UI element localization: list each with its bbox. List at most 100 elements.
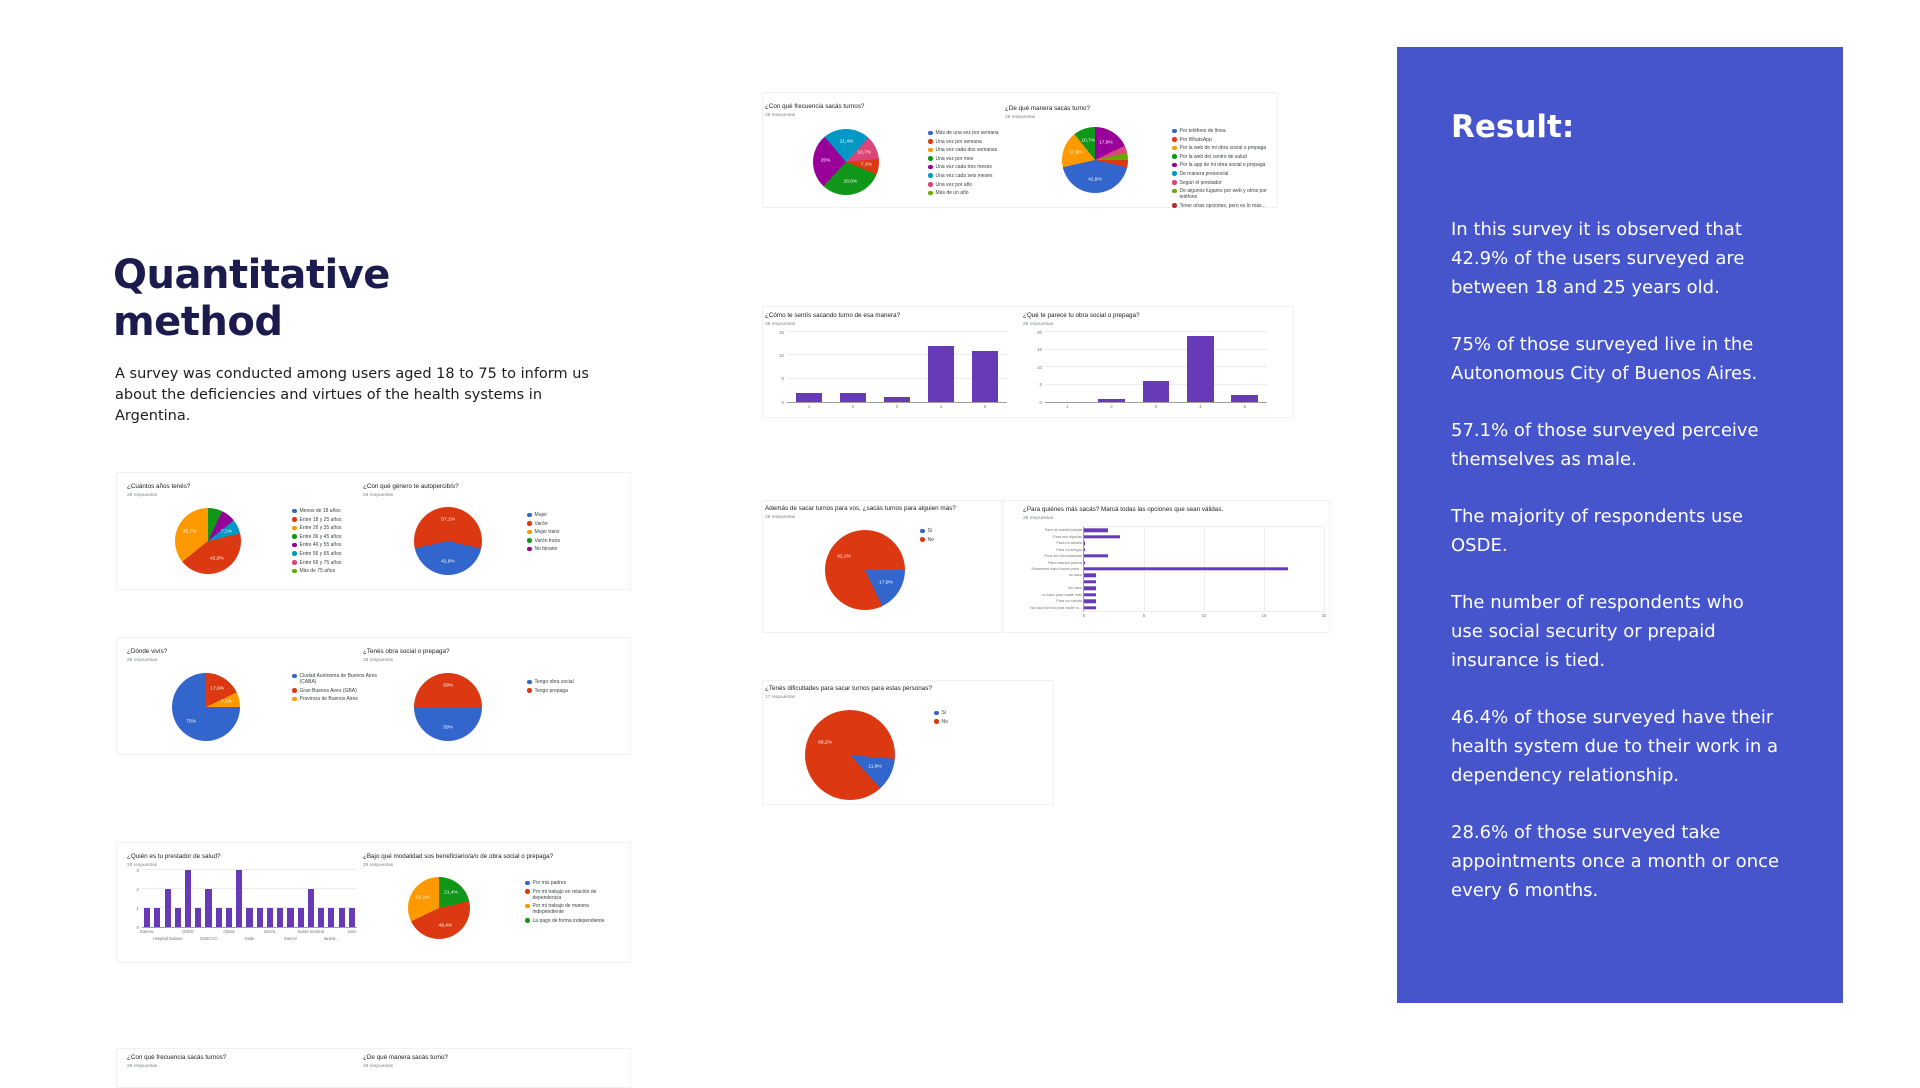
result-title: Result:	[1451, 109, 1575, 145]
y-axis-tick: 0	[1039, 399, 1042, 405]
chart-title: ¿Cómo te sentís sacando turno de esa man…	[765, 312, 901, 319]
legend-label: Por la web del centro de salud	[1179, 153, 1247, 160]
legend-item: Entre 46 y 55 años	[292, 542, 354, 548]
pie-slice-label: 42,9%	[1088, 177, 1102, 183]
legend-label: Por mi trabajo en relación de dependenci…	[532, 888, 597, 901]
legend-dot-icon	[934, 719, 939, 724]
legend-label: Varón	[534, 520, 548, 527]
bar	[883, 397, 911, 402]
legend-label: Por mis padres	[532, 880, 567, 886]
chart-screenshot-row3	[116, 842, 631, 963]
chart-legend: Tengo obra social Tengo prepaga	[527, 679, 597, 696]
gridline	[787, 377, 1007, 379]
legend-dot-icon	[292, 551, 297, 556]
legend-item: Por mi trabajo en relación de dependenci…	[525, 889, 617, 901]
chart-responses-count: 28 respuestas	[765, 322, 796, 327]
legend-dot-icon	[292, 560, 297, 565]
pie-slice-label: 28,6%	[843, 179, 858, 185]
legend-dot-icon	[292, 673, 297, 678]
legend-item: Por mi trabajo de manera independiente	[525, 903, 617, 915]
legend-dot-icon	[292, 534, 297, 539]
chart-responses-count: 28 respuestas	[363, 1064, 394, 1069]
pie-chart: 11,8% 88,2%	[805, 710, 895, 800]
bar	[927, 346, 955, 402]
chart-legend: Menos de 18 años Entre 18 y 25 años Entre …	[292, 508, 354, 577]
legend-label: Entre 56 y 65 años	[299, 550, 342, 557]
x-axis-tick: 4	[1199, 404, 1202, 409]
chart-title: ¿Para quiénes más sacás? Marcá todas las…	[1023, 506, 1224, 513]
pie-slice-label: 7,1%	[221, 699, 233, 705]
legend-dot-icon	[292, 568, 297, 574]
chart-responses-count: 28 respuestas	[127, 493, 158, 498]
chart-title: ¿Con qué género te autopercibís?	[363, 483, 459, 490]
legend-label: Tengo obra social	[534, 679, 574, 685]
legend-label: Una vez cada seis meses	[935, 172, 993, 179]
pie-slice-label: 75%	[186, 719, 196, 725]
page-title: Quantitative method	[113, 252, 390, 346]
chart-responses-count: 28 respuestas	[363, 863, 394, 868]
x-axis-tick: 10	[1201, 613, 1207, 618]
chart-responses-count: 28 respuestas	[765, 515, 796, 520]
x-axis-tick: tarjeta...	[323, 936, 339, 941]
x-axis-tick: 3	[895, 404, 899, 409]
y-axis-tick: 10	[779, 352, 784, 358]
bar-plot-area: 0 1 2 3 Galeno, OSDE Obras Omint, Swiss medical v…	[137, 868, 357, 941]
category-label: Para relación pasiva	[1047, 560, 1082, 565]
legend-item: Por la web de mi obra social o prepaga	[1172, 145, 1268, 151]
legend-item: Por la web del centro de salud	[1172, 154, 1268, 160]
bar	[205, 889, 212, 927]
y-axis-tick: 10	[1037, 364, 1042, 370]
category-label: Para mis hijos/as	[1053, 534, 1082, 539]
chart-responses-count: 28 respuestas	[1005, 115, 1036, 120]
chart-screenshot-mid-hbar	[1003, 500, 1330, 633]
y-axis-tick: 1	[136, 905, 139, 911]
bar	[1098, 398, 1125, 402]
legend-dot-icon	[527, 688, 532, 693]
chart-legend: Sí No	[934, 710, 954, 727]
legend-label: Tengo prepaga	[534, 687, 568, 694]
chart-responses-count: 17 respuestas	[765, 695, 796, 700]
chart-title: ¿Con qué frecuencia sacás turnos?	[127, 1054, 227, 1061]
legend-dot-icon	[525, 880, 530, 885]
legend-dot-icon	[527, 529, 532, 535]
bar	[246, 908, 253, 927]
legend-item: Una vez por semana	[928, 139, 1000, 145]
legend-item: Una vez cada dos semanas	[928, 147, 1000, 153]
legend-label: Por WhatsApp	[1179, 136, 1212, 143]
bar	[307, 889, 314, 927]
chart-title: ¿Cuántos años tenés?	[127, 483, 191, 490]
y-axis-tick: 15	[1037, 347, 1042, 352]
category-label: Para mi marido/pareja	[1044, 528, 1082, 533]
pie-slice-label: 46,4%	[438, 923, 453, 929]
legend-item: Una vez cada seis meses	[928, 173, 1000, 179]
legend-item: Por mis padres	[525, 880, 617, 886]
legend-item: La pago de forma independiente	[525, 918, 617, 924]
legend-label: Más de una vez por semana	[935, 130, 999, 136]
pie-slice-label: 7,1%	[220, 529, 232, 535]
bar	[1142, 381, 1170, 402]
legend-dot-icon	[1172, 145, 1177, 151]
pie-slice-label: 82,1%	[837, 554, 851, 560]
result-paragraph: 57.1% of those surveyed perceive themsel…	[1451, 420, 1759, 470]
legend-label: Varón trans	[534, 537, 560, 544]
legend-item: Entre 26 y 35 años	[292, 525, 354, 531]
legend-dot-icon	[1172, 203, 1177, 208]
legend-dot-icon	[1172, 180, 1177, 185]
legend-label: Por teléfono de línea	[1179, 128, 1226, 134]
legend-dot-icon	[292, 517, 297, 522]
legend-item: Mujer trans	[527, 529, 587, 535]
legend-item: De manera presencial	[1172, 171, 1268, 177]
legend-dot-icon	[928, 190, 933, 196]
gridline	[142, 888, 357, 890]
bar	[338, 908, 345, 927]
category-label: No saco turnos para nadie m...	[1030, 605, 1082, 610]
bar	[839, 392, 867, 402]
category-label: Solamente saco turnos para...	[1031, 567, 1082, 571]
chart-legend: Sí No	[920, 528, 940, 545]
legend-item: No binario	[527, 546, 587, 552]
bar	[185, 870, 192, 927]
pie-chart: 17,9% 82,1%	[825, 530, 905, 610]
legend-label: Por la app de mi obra social o prepaga	[1179, 162, 1266, 169]
legend-label: Mujer trans	[534, 529, 560, 536]
x-axis-tick: 1	[807, 404, 811, 409]
